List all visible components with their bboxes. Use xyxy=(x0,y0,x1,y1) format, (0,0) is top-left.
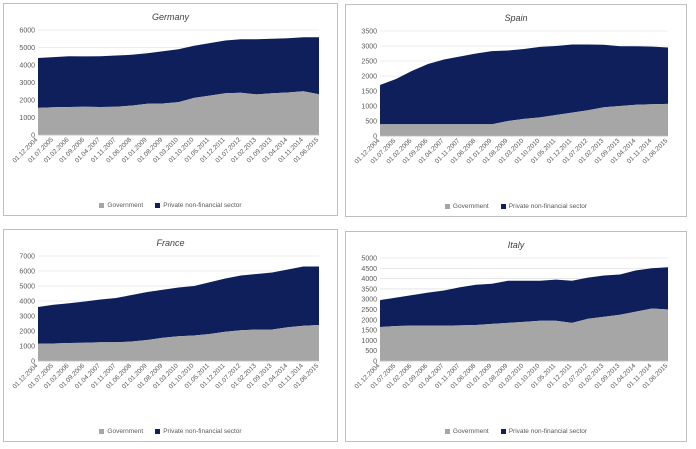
y-tick-label: 4000 xyxy=(19,63,35,70)
legend-label-private: Private non-financial sector xyxy=(163,202,242,209)
y-tick-label: 7000 xyxy=(19,254,35,261)
chart-italy: Italy 0 500 1000 1500 2000 2500 3000 3500 4000 45… xyxy=(345,231,687,442)
series-area-government xyxy=(380,103,668,136)
chart-title: Spain xyxy=(504,13,528,23)
plot-area: 0 500 1000 1500 2000 2500 3000 3500 4000 4500 5000… xyxy=(353,256,669,391)
series-area-private xyxy=(380,44,668,125)
chart-spain: Spain 0 500 1000 1500 2000 2500 3000 3500 01.12.… xyxy=(345,4,687,217)
y-tick-label: 3000 xyxy=(361,297,377,304)
y-tick-label: 1000 xyxy=(19,344,35,351)
y-tick-label: 4500 xyxy=(361,266,377,273)
y-tick-label: 0 xyxy=(373,359,377,366)
series-area-private xyxy=(38,266,319,344)
series-area-government xyxy=(38,325,319,361)
legend-item-government: Government xyxy=(99,202,143,209)
legend: Government Private non-financial sector xyxy=(346,203,686,210)
chart-title: Italy xyxy=(507,240,525,250)
legend-label-government: Government xyxy=(452,428,489,435)
y-tick-label: 5000 xyxy=(361,256,377,263)
legend-item-government: Government xyxy=(444,428,489,435)
y-tick-label: 3000 xyxy=(361,44,377,51)
y-tick-label: 0 xyxy=(373,134,377,141)
y-tick-label: 0 xyxy=(31,133,35,140)
legend-swatch-government xyxy=(99,203,105,208)
legend-label-government: Government xyxy=(107,428,144,435)
y-tick-label: 5000 xyxy=(19,284,35,291)
y-tick-label: 3000 xyxy=(19,314,35,321)
legend-swatch-private xyxy=(155,203,161,208)
y-tick-label: 2500 xyxy=(361,307,377,314)
y-tick-label: 1500 xyxy=(361,328,377,335)
y-tick-label: 2000 xyxy=(361,74,377,81)
legend: Government Private non-financial sector xyxy=(4,202,337,209)
series-area-government xyxy=(38,91,319,135)
y-tick-label: 3500 xyxy=(361,286,377,293)
y-tick-label: 2000 xyxy=(19,329,35,336)
y-tick-label: 2000 xyxy=(19,98,35,105)
y-tick-label: 2000 xyxy=(361,317,377,324)
legend-label-government: Government xyxy=(452,203,489,210)
y-tick-label: 2500 xyxy=(361,59,377,66)
plot-area: 050010001500200025003000350001.12.200401… xyxy=(353,29,669,166)
series-area-private xyxy=(38,37,319,108)
legend-item-private: Private non-financial sector xyxy=(500,428,588,435)
series-area-private xyxy=(380,267,668,327)
y-tick-label: 1500 xyxy=(361,89,377,96)
y-tick-label: 3000 xyxy=(19,80,35,87)
y-tick-label: 6000 xyxy=(19,269,35,276)
y-tick-label: 4000 xyxy=(19,299,35,306)
plot-area: 0100020003000400050006000700001.12.20040… xyxy=(11,254,320,391)
chart-france: France 0 1000 2000 3000 4000 5000 6000 7000 01.1… xyxy=(3,229,338,442)
y-tick-label: 3500 xyxy=(361,29,377,36)
legend: Government Private non-financial sector xyxy=(346,428,686,435)
legend-label-private: Private non-financial sector xyxy=(508,428,588,435)
y-tick-label: 6000 xyxy=(19,28,35,35)
y-tick-label: 1000 xyxy=(361,338,377,345)
y-tick-label: 1000 xyxy=(361,104,377,111)
legend-item-private: Private non-financial sector xyxy=(155,428,242,435)
legend-label-private: Private non-financial sector xyxy=(163,428,242,435)
plot-area: 010002000300040005000600001.12.200401.07… xyxy=(11,28,320,165)
y-tick-label: 1000 xyxy=(19,115,35,122)
legend-item-government: Government xyxy=(444,203,489,210)
chart-title: Germany xyxy=(151,12,189,22)
legend-swatch-private xyxy=(500,429,506,434)
legend-item-private: Private non-financial sector xyxy=(500,203,588,210)
series-area-government xyxy=(380,308,668,361)
legend: Government Private non-financial sector xyxy=(4,428,337,435)
y-tick-label: 500 xyxy=(365,348,377,355)
legend-item-government: Government xyxy=(99,428,143,435)
y-tick-label: 4000 xyxy=(361,276,377,283)
y-tick-label: 500 xyxy=(365,119,377,126)
legend-item-private: Private non-financial sector xyxy=(155,202,242,209)
legend-swatch-government xyxy=(444,429,450,434)
chart-germany: Germany 0 1000 2000 3000 4000 5000 6000 01.12.2… xyxy=(3,3,338,216)
y-tick-label: 0 xyxy=(31,359,35,366)
legend-label-government: Government xyxy=(107,202,144,209)
y-tick-label: 5000 xyxy=(19,45,35,52)
chart-title: France xyxy=(156,238,185,248)
legend-swatch-government xyxy=(99,429,105,434)
legend-label-private: Private non-financial sector xyxy=(508,203,588,210)
legend-swatch-government xyxy=(444,204,450,209)
legend-swatch-private xyxy=(500,204,506,209)
legend-swatch-private xyxy=(155,429,161,434)
